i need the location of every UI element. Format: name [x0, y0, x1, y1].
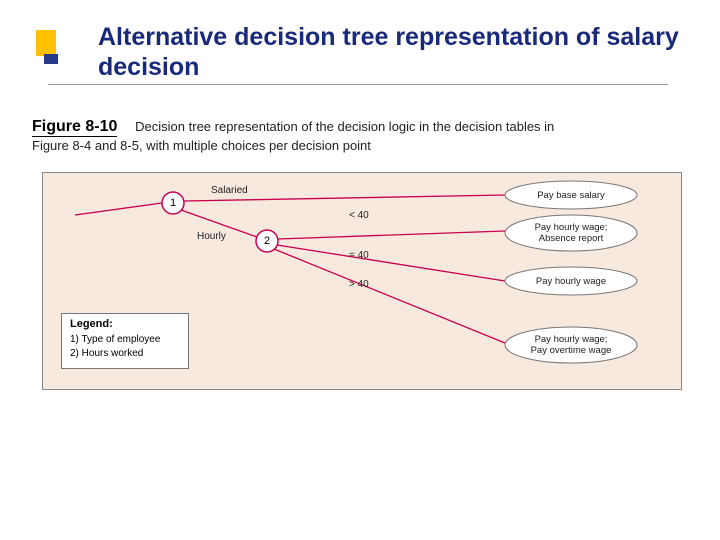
outcome-3-text-1: Pay hourly wage; [535, 334, 608, 345]
title-area: Alternative decision tree representation… [40, 22, 700, 82]
legend-item-2: 2) Hours worked [70, 348, 180, 359]
page-title: Alternative decision tree representation… [98, 22, 700, 82]
decision-tree-diagram: 1 2 Salaried Hourly < 40 = 40 > 40 Pay b… [42, 172, 682, 390]
outcome-1-text-2: Absence report [539, 233, 604, 244]
outcome-1-text-1: Pay hourly wage; [535, 222, 608, 233]
branch-label-hourly: Hourly [197, 231, 226, 242]
title-underline [48, 84, 668, 85]
outcome-0-text: Pay base salary [537, 190, 605, 201]
branch-label-lt40: < 40 [349, 210, 369, 221]
branch-label-eq40: = 40 [349, 250, 369, 261]
branch-label-gt40: > 40 [349, 279, 369, 290]
node-1-label: 1 [170, 197, 176, 209]
figure-caption-1: Decision tree representation of the deci… [135, 119, 554, 134]
legend-box: Legend: 1) Type of employee 2) Hours wor… [61, 313, 189, 369]
edge-eq40 [277, 245, 505, 281]
node-2-label: 2 [264, 235, 270, 247]
figure-caption-area: Figure 8-10 Decision tree representation… [32, 118, 704, 153]
legend-item-1: 1) Type of employee [70, 334, 180, 345]
figure-caption-2: Figure 8-4 and 8-5, with multiple choice… [32, 138, 704, 153]
edge-lt40 [278, 231, 505, 239]
outcome-2-text: Pay hourly wage [536, 276, 606, 287]
branch-label-salaried: Salaried [211, 185, 248, 196]
legend-title: Legend: [70, 318, 180, 330]
edge-root-node1 [75, 203, 162, 215]
outcome-3-text-2: Pay overtime wage [531, 345, 612, 356]
figure-label: Figure 8-10 [32, 118, 117, 137]
